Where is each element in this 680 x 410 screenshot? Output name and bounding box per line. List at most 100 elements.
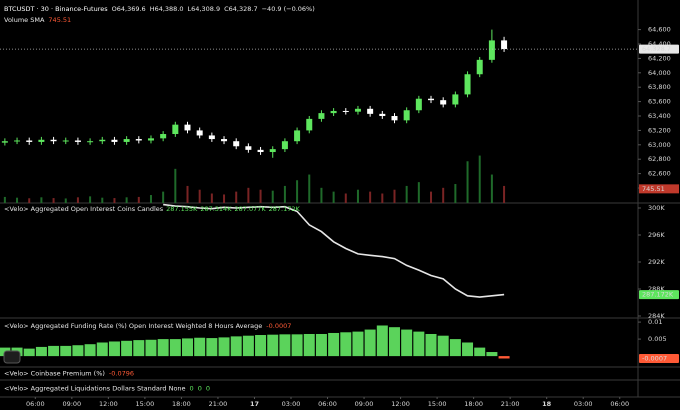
volume-bar <box>198 189 201 203</box>
y-tick-label: 62,600 <box>648 170 671 178</box>
candle-body <box>391 116 398 121</box>
volume-bar <box>16 197 19 203</box>
volume-bar <box>162 191 165 203</box>
volume-bar <box>186 185 189 203</box>
funding-bar <box>328 332 340 357</box>
volume-bar <box>296 180 299 203</box>
candle-body <box>488 40 495 60</box>
y-tick-label: 63,200 <box>648 126 671 134</box>
y-tick-label: 64,000 <box>648 69 671 77</box>
volume-bar <box>320 187 323 203</box>
candle-body <box>196 130 203 136</box>
last-value-box <box>639 290 679 300</box>
funding-bar <box>401 329 413 357</box>
volume-bar <box>393 189 396 203</box>
candle-body <box>233 141 240 147</box>
funding-bar <box>60 345 72 357</box>
funding-bar <box>376 325 388 357</box>
volume-bar <box>369 191 372 203</box>
volume-bar <box>417 182 420 203</box>
funding-bar <box>352 331 364 357</box>
volume-bar <box>52 198 55 203</box>
volume-bar <box>247 187 250 203</box>
header-item: 287.172K <box>269 205 301 213</box>
funding-bar <box>230 336 242 357</box>
pane-header: Volume SMA 745.51 <box>4 16 71 24</box>
header-item: <Velo> Coinbase Premium (%) <box>4 370 105 378</box>
x-tick-label: 18 <box>542 400 552 408</box>
pane-header: BTCUSDT · 30 · Binance-Futures O64,369.6 H… <box>4 5 315 13</box>
x-tick-label: 15:00 <box>136 400 155 408</box>
volume-bar <box>283 185 286 203</box>
x-tick-label: 03:00 <box>574 400 593 408</box>
y-tick-label: 300K <box>648 204 665 212</box>
volume-bar <box>405 185 408 203</box>
x-tick-label: 06:00 <box>318 400 337 408</box>
candle-body <box>354 108 361 112</box>
header-item: 64,369.6 <box>117 5 146 13</box>
y-tick-label: 63,600 <box>648 98 671 106</box>
funding-bar <box>340 332 352 357</box>
candle-body <box>379 113 386 117</box>
y-tick-label: 292K <box>648 258 665 266</box>
candle-body <box>415 98 422 111</box>
pane-header: <Velo> Aggregated Funding Rate (%) Open … <box>4 322 291 330</box>
funding-bar <box>449 339 461 357</box>
volume-bar <box>113 198 116 203</box>
funding-bar <box>194 337 206 357</box>
volume-bar <box>174 168 177 203</box>
candle-body <box>257 149 264 153</box>
x-tick-label: 17 <box>250 400 259 408</box>
funding-bar <box>425 333 437 357</box>
volume-bar <box>28 198 31 203</box>
x-tick-label: 06:00 <box>26 400 45 408</box>
header-item: L <box>188 5 192 13</box>
volume-bar <box>478 155 481 203</box>
last-value-label: 64,328.7 <box>642 45 671 53</box>
volume-bar <box>503 185 506 203</box>
last-value-box <box>639 44 679 54</box>
x-tick-label: 18:00 <box>464 400 483 408</box>
funding-bar <box>364 329 376 357</box>
header-item: 64,308.9 <box>191 5 220 13</box>
funding-bar <box>388 327 400 357</box>
x-tick-label: 18:00 <box>172 400 191 408</box>
funding-bar <box>474 347 486 357</box>
funding-bar <box>145 339 157 357</box>
header-item: 287.314K <box>200 205 232 213</box>
header-item: 0 <box>198 385 202 393</box>
oi-line <box>163 203 505 298</box>
candle-body <box>1 141 8 143</box>
funding-bar <box>267 334 279 357</box>
funding-bar <box>279 334 291 357</box>
volume-bar <box>89 196 92 203</box>
candle-body <box>111 139 118 142</box>
candle-body <box>160 134 167 139</box>
volume-sma-label: 745.51 <box>642 185 665 193</box>
volume-bar <box>40 197 43 203</box>
candle-body <box>184 124 191 131</box>
y-tick-label: 284K <box>648 312 665 320</box>
volume-bar <box>454 184 457 203</box>
funding-bar <box>206 338 218 357</box>
x-tick-label: 03:00 <box>282 400 301 408</box>
x-tick-label: 21:00 <box>209 400 228 408</box>
candle-body <box>342 110 349 112</box>
volume-bar <box>356 189 359 203</box>
header-item: -0.0007 <box>266 322 291 330</box>
funding-bar <box>169 339 181 357</box>
x-tick-label: 12:00 <box>391 400 410 408</box>
candle-body <box>74 140 81 142</box>
funding-bar <box>48 345 60 357</box>
candle-body <box>367 108 374 114</box>
volume-bar <box>332 191 335 203</box>
x-tick-label: 21:00 <box>501 400 520 408</box>
volume-bar <box>466 161 469 203</box>
volume-bar <box>381 193 384 203</box>
volume-bar <box>308 174 311 203</box>
funding-bar <box>437 335 449 357</box>
candle-body <box>208 135 215 140</box>
candle-body <box>62 140 69 142</box>
candle-body <box>452 94 459 105</box>
